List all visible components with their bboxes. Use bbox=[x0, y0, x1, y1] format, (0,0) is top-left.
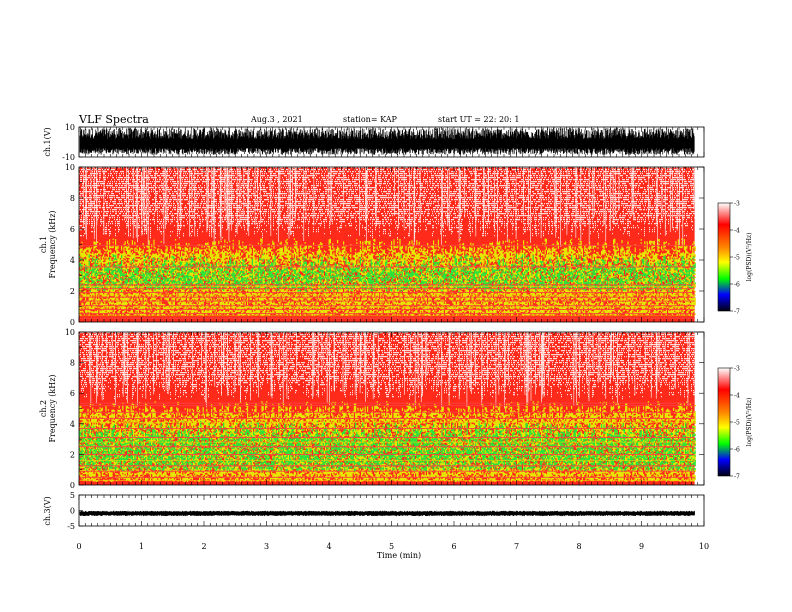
x-tick-label: 2 bbox=[201, 542, 206, 551]
spectrogram-ylabel-frequency: Frequency (kHz) bbox=[48, 210, 57, 278]
x-tick-label: 5 bbox=[389, 542, 394, 551]
x-tick-label: 1 bbox=[139, 542, 144, 551]
spectrogram-ylabel-channel: ch.2 bbox=[39, 400, 48, 417]
x-tick-label: 7 bbox=[514, 542, 519, 551]
spectrogram-sferic-streaks bbox=[89, 332, 690, 409]
y-tick-label: 6 bbox=[70, 225, 75, 234]
colorbar-tick-label: -7 bbox=[734, 309, 740, 316]
colorbar-tick-label: -3 bbox=[734, 366, 740, 373]
y-tick-label: -10 bbox=[62, 153, 75, 162]
x-axis-label: Time (min) bbox=[377, 551, 421, 560]
ch3-waveform-trace bbox=[79, 510, 695, 517]
x-tick-label: 0 bbox=[76, 542, 81, 551]
waveform-ch3-panel: 5 0 -5 ch.3(V) bbox=[43, 491, 705, 531]
y-tick-label: 0 bbox=[70, 318, 75, 327]
ch1-ylabel: ch.1(V) bbox=[43, 127, 52, 156]
colorbar-label: log(PSD)(V²/Hz) bbox=[746, 398, 753, 447]
spectrogram-high-freq-noise bbox=[79, 332, 695, 400]
y-tick-label: 2 bbox=[70, 287, 75, 296]
y-tick-label: 5 bbox=[70, 491, 75, 500]
time-axis: 0 1 2 3 4 5 6 7 8 9 10 Time (min) bbox=[76, 542, 709, 560]
x-tick-label: 8 bbox=[576, 542, 581, 551]
ch3-ylabel: ch.3(V) bbox=[43, 496, 52, 525]
colorbar-ch2: -3 -4 -5 -6 -7 log(PSD)(V²/Hz) bbox=[717, 366, 753, 481]
y-tick-label: 4 bbox=[70, 420, 75, 429]
start-time-label: start UT = 22: 20: 1 bbox=[438, 115, 519, 124]
x-tick-label: 4 bbox=[326, 542, 331, 551]
colorbar-tick-label: -4 bbox=[734, 228, 740, 235]
y-tick-label: 0 bbox=[70, 507, 75, 516]
spectrogram-ylabel-channel: ch.1 bbox=[39, 236, 48, 253]
x-tick-label: 10 bbox=[699, 542, 709, 551]
spectrogram-yellow-band bbox=[79, 401, 696, 482]
colorbar-tick-label: -5 bbox=[734, 255, 740, 262]
colorbar-tick-label: -7 bbox=[734, 474, 740, 481]
x-tick-label: 3 bbox=[264, 542, 269, 551]
y-tick-label: 6 bbox=[70, 389, 75, 398]
colorbar-scale bbox=[717, 202, 731, 312]
colorbar-tick-label: -6 bbox=[734, 282, 740, 289]
spectrogram-green-band bbox=[79, 253, 696, 293]
chart-title: VLF Spectra bbox=[78, 113, 149, 126]
y-tick-label: 10 bbox=[65, 328, 75, 337]
x-tick-label: 9 bbox=[639, 542, 644, 551]
colorbar-tick-label: -6 bbox=[734, 447, 740, 454]
y-tick-label: -5 bbox=[67, 522, 75, 531]
waveform-ch1-panel: 10 -10 ch.1(V) bbox=[43, 123, 705, 162]
spectrogram-ylabel-frequency: Frequency (kHz) bbox=[48, 374, 57, 442]
y-tick-label: 8 bbox=[70, 194, 75, 203]
spectrogram-ch2-panel: 10 8 6 4 2 0 ch.2 Frequency (kHz) bbox=[39, 328, 705, 490]
colorbar-ch1: -3 -4 -5 -6 -7 log(PSD)(V²/Hz) bbox=[717, 201, 753, 316]
ch1-waveform-trace bbox=[79, 127, 695, 155]
colorbar-tick-label: -4 bbox=[734, 393, 740, 400]
spectrogram-ch1-panel: 10 8 6 4 2 0 ch.1 Frequency (kHz) bbox=[39, 163, 705, 327]
spectrogram-sferic-streaks bbox=[83, 167, 695, 248]
colorbar-tick-label: -3 bbox=[734, 201, 740, 208]
colorbar-label: log(PSD)(V²/Hz) bbox=[746, 233, 753, 282]
y-tick-label: 0 bbox=[70, 481, 75, 490]
colorbar-scale bbox=[717, 367, 731, 477]
station-label: station= KAP bbox=[343, 115, 398, 124]
y-tick-label: 8 bbox=[70, 359, 75, 368]
colorbar-tick-label: -5 bbox=[734, 420, 740, 427]
y-tick-label: 2 bbox=[70, 450, 75, 459]
x-tick-label: 6 bbox=[451, 542, 456, 551]
y-tick-label: 10 bbox=[65, 123, 75, 132]
date-label: Aug.3 , 2021 bbox=[250, 115, 303, 124]
y-tick-label: 10 bbox=[65, 163, 75, 172]
y-tick-label: 4 bbox=[70, 256, 75, 265]
